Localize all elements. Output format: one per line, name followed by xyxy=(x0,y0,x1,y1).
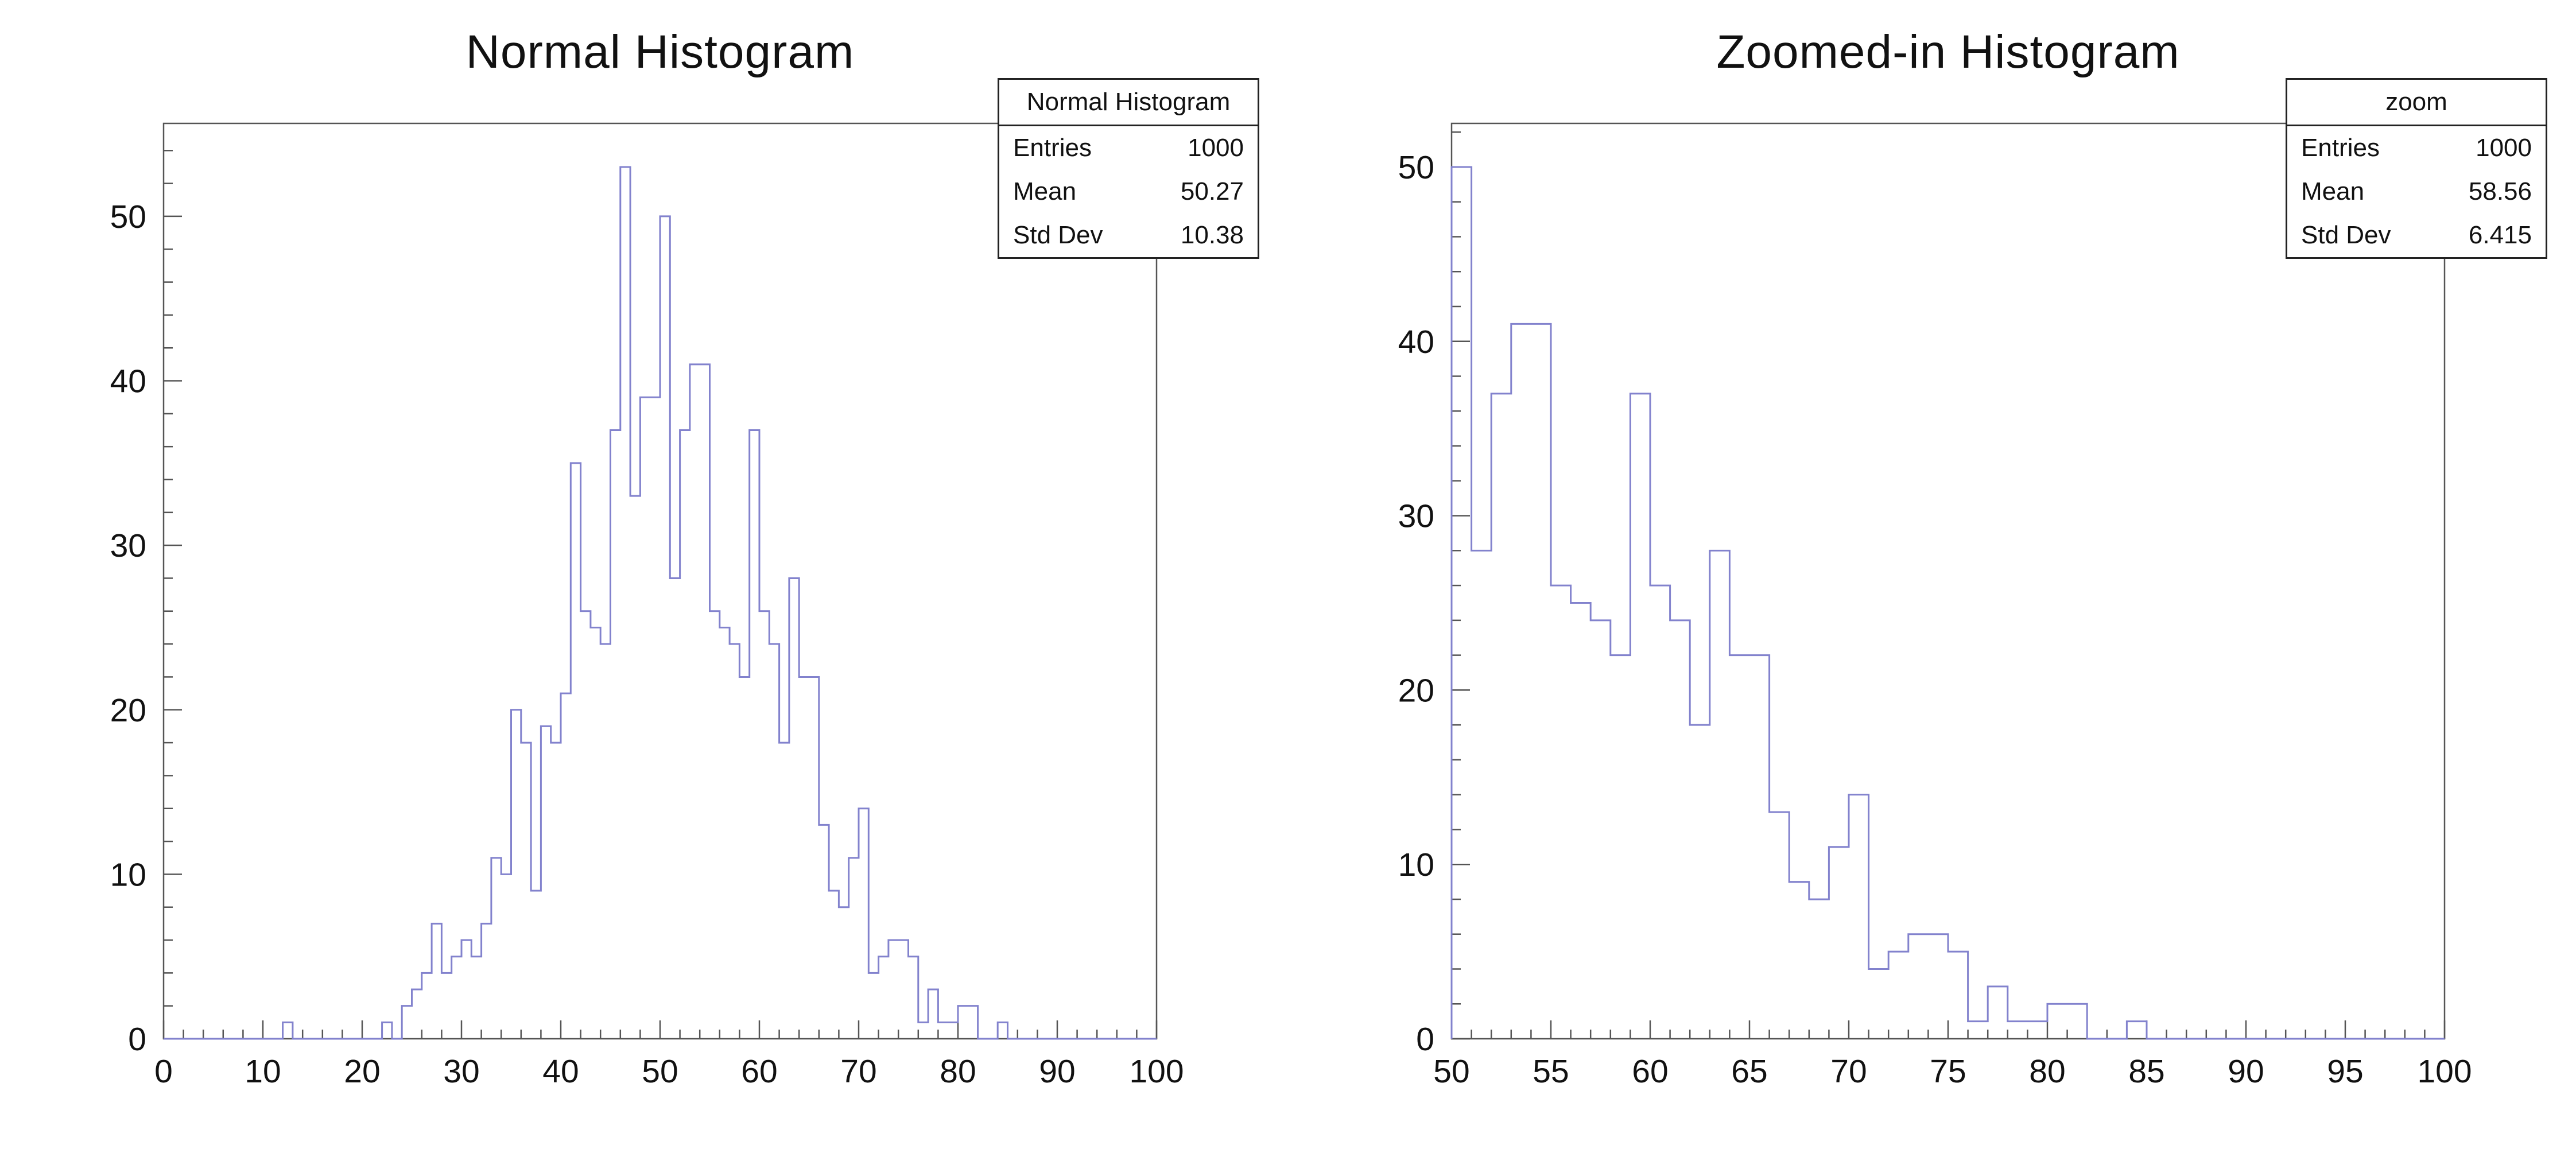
svg-text:0: 0 xyxy=(154,1053,173,1090)
svg-text:90: 90 xyxy=(2228,1053,2264,1090)
svg-text:40: 40 xyxy=(1398,324,1434,360)
zoomed-histogram-plot: 50 55 60 65 70 75 80 85 90 95 100 0 10 20 30 40 50 xyxy=(1398,122,2472,1090)
stats-box-title: zoom xyxy=(2287,80,2546,126)
svg-text:20: 20 xyxy=(110,692,146,729)
svg-text:50: 50 xyxy=(1398,149,1434,186)
svg-text:50: 50 xyxy=(110,199,146,235)
svg-text:10: 10 xyxy=(245,1053,281,1090)
svg-text:40: 40 xyxy=(110,363,146,400)
histogram-step-line xyxy=(1450,166,2445,1040)
svg-text:20: 20 xyxy=(344,1053,380,1090)
svg-text:85: 85 xyxy=(2128,1053,2164,1090)
stats-row-mean: Mean 50.27 xyxy=(999,170,1258,213)
panel-zoomed-histogram: 50 55 60 65 70 75 80 85 90 95 100 0 10 20 30 40 50 Zoome… xyxy=(1288,0,2576,1157)
stats-label: Std Dev xyxy=(1013,221,1103,249)
svg-text:30: 30 xyxy=(1398,498,1434,535)
svg-text:70: 70 xyxy=(1830,1053,1867,1090)
x-axis-tick-labels: 0 10 20 30 40 50 60 70 80 90 100 xyxy=(154,1053,1184,1090)
plot-frame xyxy=(1450,122,2446,1040)
stats-value: 6.415 xyxy=(2468,221,2532,249)
svg-text:65: 65 xyxy=(1731,1053,1767,1090)
svg-text:20: 20 xyxy=(1398,672,1434,709)
normal-histogram-plot: 0 10 20 30 40 50 60 70 80 90 100 0 10 20 30 40 50 xyxy=(110,122,1184,1090)
stats-value: 1000 xyxy=(2476,134,2532,162)
svg-text:0: 0 xyxy=(1416,1021,1434,1058)
svg-text:10: 10 xyxy=(110,856,146,893)
histogram-step-line xyxy=(164,166,1157,1040)
svg-text:60: 60 xyxy=(1632,1053,1668,1090)
stats-box: zoom Entries 1000 Mean 58.56 Std Dev 6.4… xyxy=(2286,78,2547,259)
svg-text:80: 80 xyxy=(940,1053,976,1090)
svg-text:55: 55 xyxy=(1533,1053,1569,1090)
stats-label: Entries xyxy=(1013,134,1092,162)
svg-text:50: 50 xyxy=(1433,1053,1469,1090)
chart-title: Normal Histogram xyxy=(465,26,855,78)
svg-text:80: 80 xyxy=(2029,1053,2065,1090)
stats-row-entries: Entries 1000 xyxy=(2287,126,2546,170)
stats-label: Std Dev xyxy=(2301,221,2391,249)
stats-value: 1000 xyxy=(1188,134,1244,162)
axis-ticks xyxy=(1450,131,2446,1040)
stats-label: Entries xyxy=(2301,134,2380,162)
y-axis-tick-labels: 0 10 20 30 40 50 xyxy=(110,199,146,1058)
svg-text:100: 100 xyxy=(1129,1053,1184,1090)
stats-label: Mean xyxy=(2301,177,2365,205)
stats-row-stddev: Std Dev 6.415 xyxy=(2287,213,2546,257)
stats-label: Mean xyxy=(1013,177,1077,205)
y-axis-tick-labels: 0 10 20 30 40 50 xyxy=(1398,149,1434,1058)
stats-row-stddev: Std Dev 10.38 xyxy=(999,213,1258,257)
stats-box-title: Normal Histogram xyxy=(999,80,1258,126)
stats-value: 10.38 xyxy=(1180,221,1244,249)
svg-text:0: 0 xyxy=(128,1021,146,1058)
stats-value: 58.56 xyxy=(2468,177,2532,205)
svg-text:40: 40 xyxy=(542,1053,579,1090)
stats-row-mean: Mean 58.56 xyxy=(2287,170,2546,213)
chart-title: Zoomed-in Histogram xyxy=(1716,26,2180,78)
panel-normal-histogram: 0 10 20 30 40 50 60 70 80 90 100 0 10 20 30 40 50 Normal… xyxy=(110,26,1259,1090)
svg-text:70: 70 xyxy=(840,1053,876,1090)
svg-text:100: 100 xyxy=(2417,1053,2472,1090)
svg-text:10: 10 xyxy=(1398,847,1434,883)
svg-text:50: 50 xyxy=(642,1053,678,1090)
stats-box: Normal Histogram Entries 1000 Mean 50.27… xyxy=(998,78,1259,259)
svg-text:90: 90 xyxy=(1039,1053,1075,1090)
svg-text:60: 60 xyxy=(741,1053,777,1090)
stats-value: 50.27 xyxy=(1180,177,1244,205)
svg-text:30: 30 xyxy=(443,1053,479,1090)
svg-text:75: 75 xyxy=(1930,1053,1966,1090)
svg-text:30: 30 xyxy=(110,527,146,564)
x-axis-tick-labels: 50 55 60 65 70 75 80 85 90 95 100 xyxy=(1433,1053,2472,1090)
stats-row-entries: Entries 1000 xyxy=(999,126,1258,170)
svg-text:95: 95 xyxy=(2327,1053,2363,1090)
